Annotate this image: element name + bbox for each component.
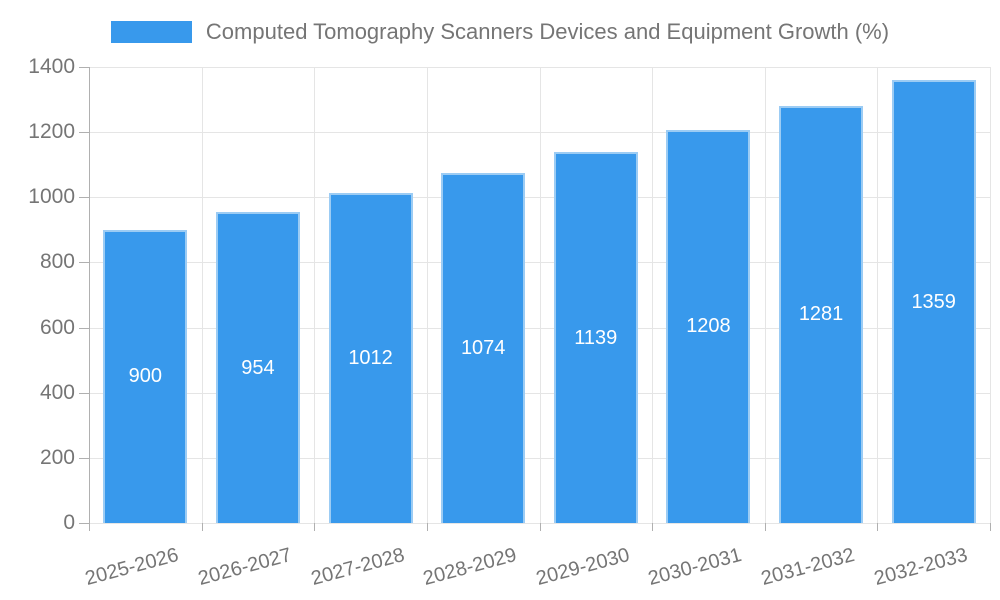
gridline-vertical	[426, 67, 428, 523]
bar	[779, 105, 864, 523]
legend-swatch	[110, 21, 192, 43]
bar-value-label: 954	[241, 356, 275, 379]
gridline-vertical	[990, 67, 991, 523]
y-axis-tick-label: 600	[39, 315, 75, 339]
x-axis-tick	[314, 523, 316, 531]
y-axis-tick	[79, 262, 89, 264]
legend-label: Computed Tomography Scanners Devices and…	[205, 18, 890, 44]
gridline-vertical	[764, 67, 766, 523]
x-axis-tick	[201, 523, 203, 531]
y-axis-tick-label: 200	[39, 445, 75, 469]
y-axis-tick-label: 1200	[28, 120, 75, 144]
x-axis-tick	[426, 523, 428, 531]
y-axis-tick	[79, 457, 89, 459]
y-axis-tick	[79, 132, 89, 134]
bar-value-label: 1139	[574, 326, 618, 349]
bar-value-label: 1359	[911, 290, 956, 313]
bar	[891, 80, 976, 523]
x-axis-tick	[877, 523, 879, 531]
bar-value-label: 1074	[460, 337, 506, 360]
plot-area: 0 200 400 600 800 1000 1200 1400 900 2025-2026 954…	[28, 55, 991, 590]
gridline-vertical	[201, 67, 203, 523]
gridline-vertical	[652, 67, 654, 523]
gridline-vertical	[539, 67, 541, 523]
y-axis-tick	[79, 392, 89, 394]
legend: Computed Tomography Scanners Devices and…	[0, 12, 1000, 52]
bar-value-label: 900	[128, 365, 162, 388]
bar-value-label: 1012	[348, 347, 393, 370]
x-axis-tick	[764, 523, 766, 531]
bar	[103, 229, 188, 523]
bar	[553, 152, 638, 523]
x-axis-tick	[990, 523, 991, 531]
y-axis-tick	[79, 197, 89, 199]
bar	[441, 173, 526, 523]
y-axis-line	[89, 67, 90, 531]
gridline-vertical	[314, 67, 316, 523]
x-axis-tick	[652, 523, 654, 531]
y-axis-tick-label: 800	[39, 250, 75, 274]
bar	[328, 193, 413, 523]
y-axis-tick-label: 0	[63, 511, 75, 534]
y-axis-tick	[79, 67, 89, 68]
x-axis-tick	[539, 523, 541, 531]
y-axis-tick	[79, 327, 89, 329]
y-axis-tick	[79, 523, 89, 524]
y-axis-tick-label: 400	[39, 380, 75, 404]
bar	[666, 129, 751, 523]
bar-value-label: 1208	[686, 315, 731, 338]
y-axis-tick-label: 1400	[28, 55, 75, 78]
y-axis-tick-label: 1000	[28, 185, 75, 209]
bar	[215, 212, 300, 523]
bar-value-label: 1281	[798, 303, 844, 326]
gridline-vertical	[877, 67, 879, 523]
